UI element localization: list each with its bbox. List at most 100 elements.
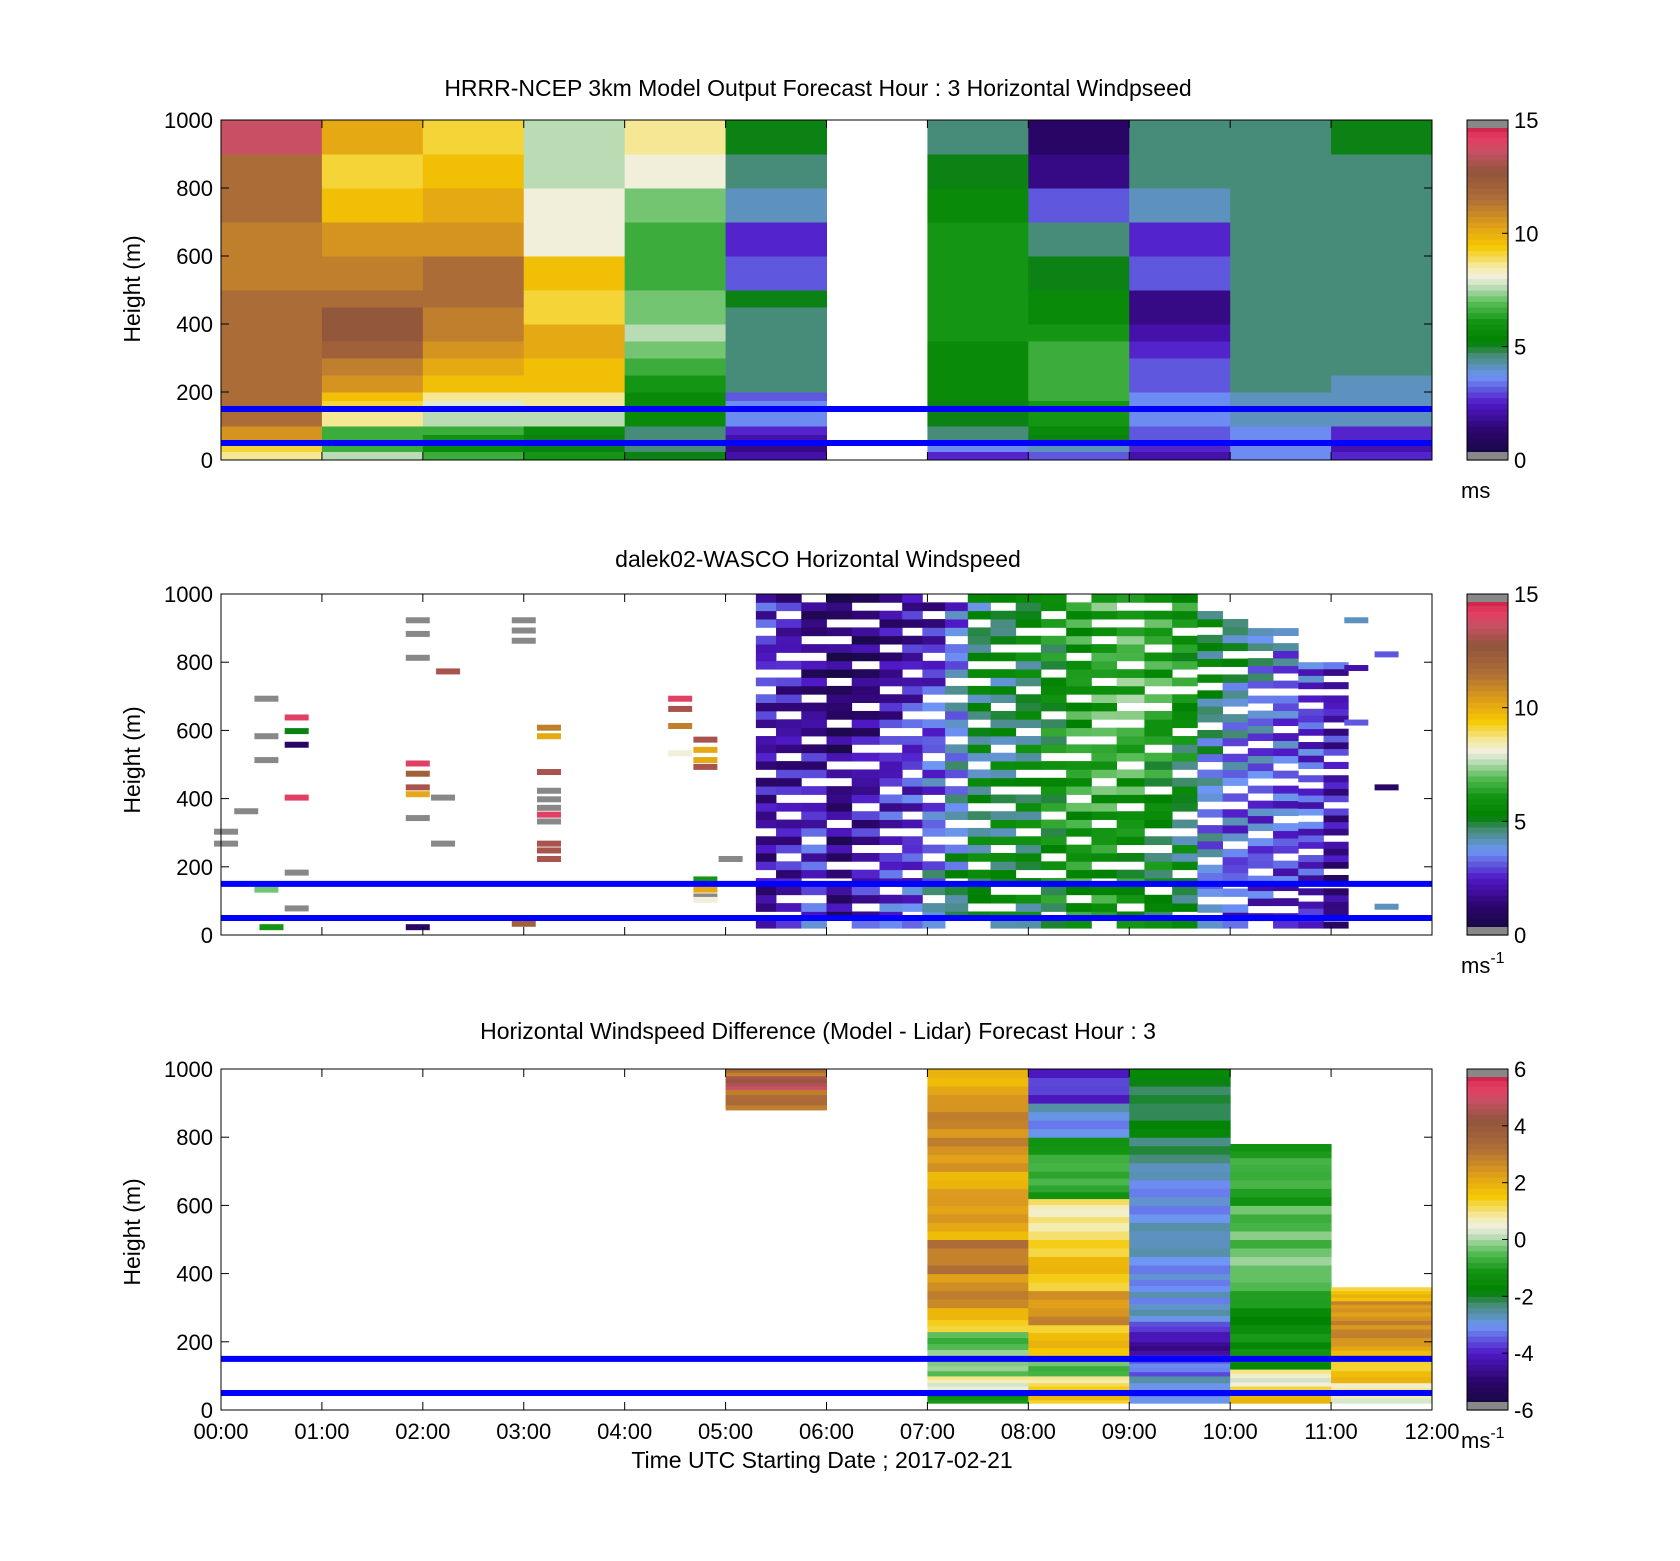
heatmap-cell [755, 736, 777, 745]
heatmap-cell [990, 727, 1017, 737]
heatmap-cell [851, 710, 880, 720]
colorbar-swatch [1467, 448, 1508, 455]
heatmap-cell [221, 451, 323, 461]
heatmap-cell [755, 777, 777, 787]
heatmap-cell [801, 786, 827, 795]
heatmap-cell [1091, 744, 1118, 754]
heatmap-cell [1273, 665, 1299, 674]
heatmap-cell [851, 685, 880, 695]
heatmap-cell [1331, 1287, 1433, 1292]
colorbar-swatch [1467, 1336, 1508, 1343]
y-tick-label: 0 [201, 923, 213, 948]
heatmap-cell [755, 852, 777, 862]
heatmap-cell [927, 1313, 1029, 1321]
y-tick-label: 1000 [164, 1057, 213, 1082]
heatmap-cell [1197, 888, 1223, 897]
heatmap-cell [1230, 1157, 1332, 1165]
colorbar-swatch [1467, 1154, 1508, 1161]
colorbar-swatch [1467, 758, 1508, 766]
heatmap-cell [1015, 861, 1042, 871]
heatmap-cell [801, 852, 827, 862]
sparse-return-mark [536, 855, 561, 862]
heatmap-cell [879, 635, 903, 645]
heatmap-cell [1028, 1128, 1130, 1138]
heatmap-cell [1028, 1198, 1130, 1206]
heatmap-cell [1222, 920, 1249, 929]
colorbar-swatch [1467, 1250, 1508, 1258]
heatmap-cell [1040, 685, 1067, 695]
heatmap-cell [1028, 443, 1130, 452]
colorbar-under-swatch [1467, 927, 1508, 935]
heatmap-cell [1028, 290, 1130, 308]
heatmap-cell [801, 710, 827, 720]
colorbar-swatch [1467, 1188, 1508, 1195]
heatmap-cell [801, 702, 827, 712]
heatmap-cell [1323, 908, 1349, 916]
heatmap-cell [1028, 1370, 1130, 1377]
heatmap-cell [922, 627, 946, 637]
heatmap-cell [1116, 744, 1145, 754]
colorbar-swatch [1467, 787, 1508, 794]
heatmap-cell [755, 702, 777, 712]
heatmap-cell [1028, 451, 1130, 461]
colorbar-swatch [1467, 815, 1508, 822]
heatmap-cell [927, 1213, 1029, 1223]
colorbar-swatch [1467, 1159, 1508, 1167]
heatmap-cell [1197, 706, 1223, 715]
heatmap-cell [1273, 808, 1299, 817]
heatmap-cell [1230, 1230, 1332, 1240]
heatmap-cell [1172, 761, 1198, 770]
heatmap-cell [851, 794, 880, 804]
heatmap-cell [1247, 718, 1274, 727]
heatmap-cell [990, 811, 1017, 820]
heatmap-cell [1298, 808, 1324, 816]
colorbar-tick-label: 0 [1514, 1228, 1526, 1253]
heatmap-cell [523, 434, 626, 444]
heatmap-cell [1331, 1382, 1433, 1389]
heatmap-cell [990, 752, 1017, 762]
colorbar-swatch [1467, 923, 1508, 930]
heatmap-cell [801, 861, 827, 871]
heatmap-cell [1091, 836, 1118, 846]
heatmap-cell [990, 736, 1017, 745]
heatmap-cell [1129, 1145, 1231, 1155]
heatmap-cell [1028, 1184, 1130, 1193]
colorbar-swatch [1467, 159, 1508, 166]
heatmap-cell [1230, 451, 1332, 461]
sparse-return-mark [405, 791, 430, 798]
heatmap-cell [922, 719, 946, 729]
heatmap-cell [1028, 434, 1130, 444]
heatmap-cell [927, 1382, 1029, 1387]
heatmap-cell [990, 852, 1017, 862]
heatmap-cell [776, 694, 802, 704]
heatmap-cell [945, 719, 969, 729]
heatmap-cell [879, 894, 903, 904]
colorbar-swatch [1467, 1194, 1508, 1201]
colorbar-swatch [1467, 244, 1508, 251]
heatmap-cell [1144, 710, 1173, 720]
colorbar-swatch [1467, 1120, 1508, 1127]
heatmap-cell [1172, 919, 1198, 929]
colorbar-swatch [1467, 301, 1508, 308]
heatmap-cell [725, 1069, 827, 1072]
heatmap-cell [1230, 392, 1332, 401]
heatmap-cell [1116, 852, 1145, 862]
heatmap-cell [927, 1171, 1029, 1181]
heatmap-cell [1144, 635, 1173, 645]
heatmap-cell [1331, 1358, 1433, 1366]
heatmap-cell [725, 409, 827, 427]
heatmap-cell [927, 1375, 1029, 1380]
sparse-return-mark [284, 869, 309, 876]
heatmap-cell [967, 627, 991, 637]
heatmap-cell [1129, 1137, 1231, 1147]
heatmap-cell [801, 677, 827, 687]
heatmap-cell [1116, 694, 1145, 704]
heatmap-cell [1028, 324, 1130, 342]
sparse-return-mark [693, 746, 718, 753]
heatmap-cell [1144, 919, 1173, 929]
heatmap-cell [1323, 815, 1349, 823]
heatmap-cell [826, 710, 853, 720]
heatmap-cell [927, 1248, 1029, 1258]
heatmap-cell [321, 154, 424, 189]
heatmap-cell [879, 594, 903, 603]
